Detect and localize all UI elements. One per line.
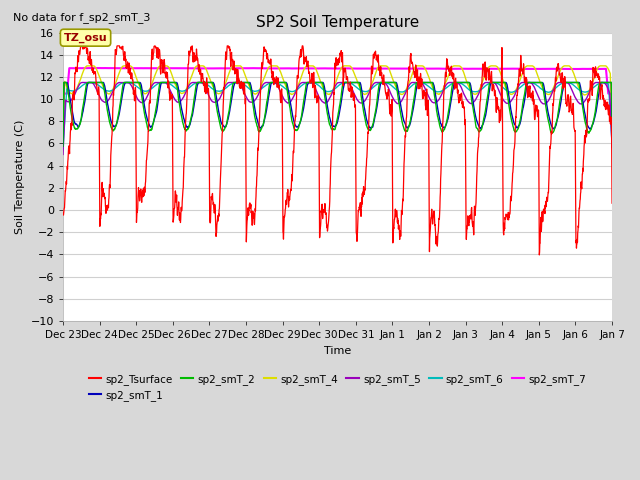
Y-axis label: Soil Temperature (C): Soil Temperature (C) [15,120,25,234]
Text: No data for f_sp2_smT_3: No data for f_sp2_smT_3 [13,12,150,23]
Legend: sp2_Tsurface, sp2_smT_1, sp2_smT_2, sp2_smT_4, sp2_smT_5, sp2_smT_6, sp2_smT_7: sp2_Tsurface, sp2_smT_1, sp2_smT_2, sp2_… [84,370,591,405]
Text: TZ_osu: TZ_osu [64,33,108,43]
Title: SP2 Soil Temperature: SP2 Soil Temperature [256,15,419,30]
X-axis label: Time: Time [324,346,351,356]
